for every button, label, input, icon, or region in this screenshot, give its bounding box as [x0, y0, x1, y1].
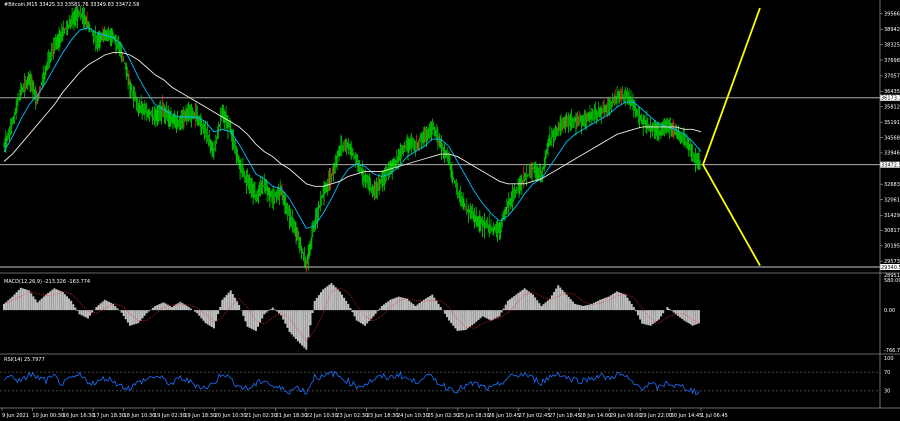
- fast-ma-line: [3, 27, 702, 229]
- price-series[interactable]: [3, 5, 702, 272]
- time-tick-label: 23 Jun 02:30: [336, 413, 368, 419]
- time-tick-label: 27 Jun 02:45: [519, 413, 551, 419]
- time-tick-label: 29 Jun 22:00: [640, 413, 672, 419]
- rsi-header: RSI(14) 25.7977: [4, 357, 45, 363]
- price-tick-label: 36435.10: [884, 89, 900, 95]
- macd-tick-label: 580.004: [884, 278, 900, 284]
- time-tick-label: 29 Jun 06:00: [610, 413, 642, 419]
- macd-top-label: 28951.66: [884, 273, 900, 279]
- rsi-tick-label: 100: [884, 356, 894, 362]
- price-tick-label: 38942.15: [884, 27, 900, 33]
- time-tick-label: 21 Jun 02:30: [245, 413, 277, 419]
- price-tick-label: 37698.05: [884, 58, 900, 64]
- time-tick-label: 19 Jun 18:30: [184, 413, 216, 419]
- macd-tick-label: 0.00: [884, 308, 895, 314]
- time-tick-label: 20 Jun 10:30: [215, 413, 247, 419]
- price-tick-label: 33946.90: [884, 151, 900, 157]
- price-level-badge: [880, 161, 900, 168]
- time-tick-label: 25 Jun 02:30: [427, 413, 459, 419]
- time-tick-label: 9 Jun 2021: [2, 413, 29, 419]
- time-tick-label: 26 Jun 10:45: [488, 413, 520, 419]
- time-tick-label: 28 Jun 14:00: [579, 413, 611, 419]
- time-tick-label: 18 Jun 10:30: [124, 413, 156, 419]
- price-tick-label: 35812.05: [884, 105, 900, 111]
- time-tick-label: 19 Jun 02:30: [154, 413, 186, 419]
- price-tick-label: 39566.20: [884, 12, 900, 18]
- time-tick-label: 10 Jun 00:30: [32, 413, 64, 419]
- time-tick-label: 1 Jul 06:45: [701, 413, 728, 419]
- price-tick-label: 32683.50: [884, 182, 900, 188]
- rsi-tick-label: 30: [884, 389, 890, 395]
- price-tick-label: 31429.30: [884, 213, 900, 219]
- macd-header: MACD(12,26,9) -213.326 -163.774: [4, 279, 90, 285]
- price-level-label: 29340.51: [881, 265, 900, 271]
- time-tick-label: 17 Jun 18:30: [93, 413, 125, 419]
- time-tick-label: 25 Jun 18:30: [458, 413, 490, 419]
- main-chart-header: #Bitcoin,M15 33425.33 33581.76 33349.83 …: [4, 2, 139, 8]
- rsi-line: [3, 370, 700, 396]
- price-tick-label: 37057.15: [884, 74, 900, 80]
- time-tick-label: 24 Jun 10:30: [397, 413, 429, 419]
- time-tick-label: 23 Jun 18:30: [367, 413, 399, 419]
- macd-tick-label: -766.745: [884, 348, 900, 354]
- time-tick-label: 16 Jun 16:30: [63, 413, 95, 419]
- price-level-badge: [880, 264, 900, 271]
- projection-lines[interactable]: [702, 7, 761, 266]
- price-tick-label: 30195.75: [884, 244, 900, 250]
- price-level-badge: [880, 94, 900, 101]
- time-tick-label: 30 Jun 14:45: [671, 413, 703, 419]
- projection-down-line: [702, 164, 761, 266]
- slow-ma-line: [3, 52, 702, 187]
- time-tick-label: 27 Jun 18:45: [549, 413, 581, 419]
- price-tick-label: 34568.95: [884, 135, 900, 141]
- price-level-label: 33472.58: [881, 162, 900, 168]
- macd-signal-line: [3, 287, 702, 342]
- rsi-panel[interactable]: RSI(14) 25.7977 100 70 30: [0, 356, 894, 396]
- rsi-tick-label: 70: [884, 370, 890, 376]
- price-tick-label: 35191.00: [884, 120, 900, 126]
- macd-panel[interactable]: MACD(12,26,9) -213.326 -163.774 580.004 0…: [3, 273, 900, 354]
- price-level-label: 36173.17: [881, 96, 900, 102]
- price-level-lines: 36173.17 33472.58 29340.51: [0, 94, 900, 271]
- time-tick-label: 22 Jun 10:30: [306, 413, 338, 419]
- time-tick-label: 21 Jun 18:30: [276, 413, 308, 419]
- price-tick-label: 30817.80: [884, 228, 900, 234]
- projection-up-line: [702, 7, 761, 166]
- price-tick-label: 38325.15: [884, 42, 900, 48]
- price-axis: 39566.20 38942.15 38325.15 37698.05 37057.15…: [880, 12, 900, 265]
- candles: [3, 5, 701, 272]
- price-tick-label: 29573.70: [884, 259, 900, 265]
- price-tick-label: 32061.50: [884, 197, 900, 203]
